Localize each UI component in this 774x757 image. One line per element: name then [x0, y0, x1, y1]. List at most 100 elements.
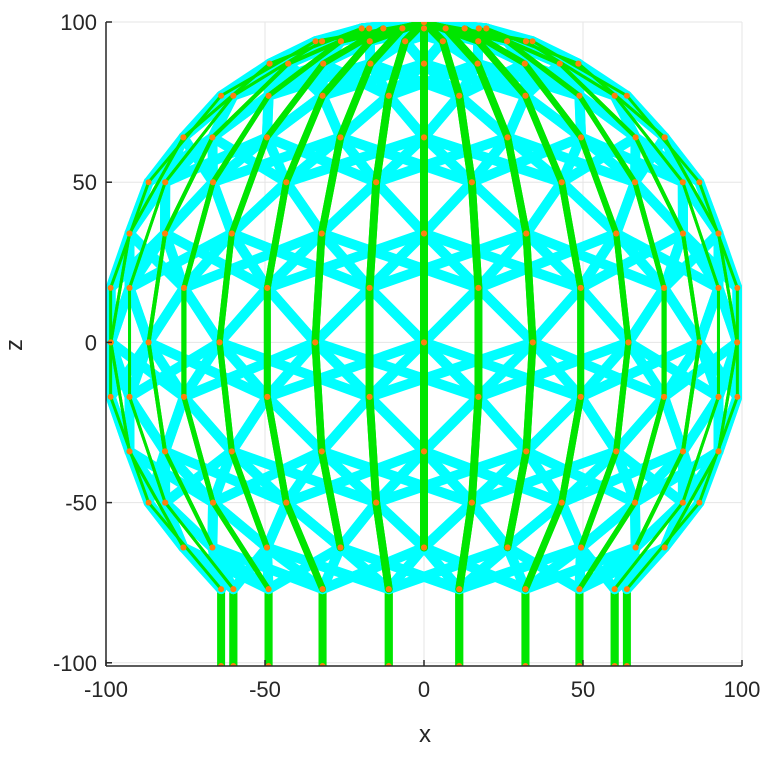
joint-marker — [456, 586, 463, 593]
brace-member — [281, 177, 327, 239]
joint-marker — [523, 230, 530, 237]
vertical-member — [366, 24, 407, 68]
joint-marker — [611, 586, 618, 593]
brace-member — [576, 497, 640, 553]
brace-member — [207, 132, 292, 188]
vertical-member — [163, 501, 235, 591]
vertical-member — [613, 94, 685, 184]
joint-marker — [312, 339, 319, 346]
joint-marker — [366, 284, 373, 291]
vertical-member — [109, 340, 131, 453]
joint-marker — [337, 38, 344, 45]
brace-member — [575, 228, 688, 293]
brace-member — [281, 497, 346, 553]
vertical-member — [680, 340, 702, 454]
vertical-member — [632, 179, 667, 291]
vertical-member — [558, 393, 585, 507]
joint-marker — [210, 499, 217, 506]
brace-member — [609, 90, 641, 143]
joint-marker — [613, 448, 620, 455]
joint-marker — [522, 38, 529, 45]
vertical-member — [216, 339, 235, 455]
brace-member — [575, 391, 622, 457]
brace-member — [466, 132, 587, 188]
joint-marker — [679, 230, 686, 237]
x-tick-label: 50 — [571, 677, 595, 702]
brace-member — [659, 282, 705, 348]
brace-member — [207, 497, 219, 553]
brace-member — [502, 90, 531, 143]
brace-member — [383, 542, 513, 595]
joint-marker — [631, 179, 638, 186]
brace-member — [419, 282, 484, 348]
ticks: -100 -50 0 50 100 -100 -50 0 50 100 — [53, 10, 760, 702]
brace-member — [160, 177, 219, 239]
joint-marker — [283, 179, 290, 186]
brace-member — [556, 497, 587, 553]
vertical-member — [128, 395, 167, 505]
brace-member — [623, 337, 724, 402]
joint-marker — [366, 25, 373, 32]
joint-marker — [576, 586, 583, 593]
brace-member — [143, 132, 218, 188]
joint-marker — [521, 60, 528, 67]
joint-marker — [475, 38, 482, 45]
joint-marker — [402, 38, 409, 45]
joint-marker — [358, 25, 365, 32]
joint-marker — [285, 60, 292, 67]
brace-member — [419, 58, 531, 101]
joint-marker — [283, 499, 290, 506]
vertical-member — [476, 26, 562, 66]
brace-member — [520, 542, 641, 595]
vertical-member — [613, 339, 632, 455]
brace-member — [521, 177, 567, 239]
joint-marker — [218, 586, 225, 593]
joint-marker — [210, 179, 217, 186]
joint-marker — [661, 284, 668, 291]
vertical-member — [146, 231, 168, 345]
vertical-member — [320, 25, 387, 67]
brace-member — [160, 228, 273, 293]
joint-marker — [442, 25, 449, 32]
joint-marker — [421, 544, 427, 551]
brace-member — [611, 228, 724, 293]
vertical-member — [577, 448, 620, 551]
brace-member — [659, 228, 724, 293]
vertical-member — [317, 447, 345, 552]
brace-member — [124, 337, 225, 402]
joint-marker — [523, 448, 530, 455]
brace-member — [124, 228, 189, 293]
brace-member — [521, 446, 640, 508]
vertical-member — [263, 178, 290, 292]
joint-marker — [715, 448, 722, 455]
brace-member — [473, 337, 538, 402]
vertical-member — [663, 135, 721, 235]
brace-member — [124, 446, 219, 508]
brace-member — [556, 177, 622, 239]
y-tick-label: 100 — [60, 10, 97, 35]
brace-member — [371, 446, 429, 508]
brace-member — [335, 497, 382, 553]
vertical-member — [228, 448, 271, 551]
joint-marker — [421, 22, 427, 25]
joint-marker — [578, 544, 585, 551]
joint-marker — [180, 284, 187, 291]
brace-member — [178, 282, 225, 348]
brace-member — [261, 132, 382, 188]
joint-marker — [126, 393, 133, 400]
vertical-member — [467, 178, 483, 292]
joint-marker — [266, 60, 273, 67]
vertical-member — [128, 180, 167, 290]
brace-member — [317, 542, 429, 595]
brace-member — [262, 337, 429, 402]
brace-member — [160, 446, 237, 508]
series-vertical-members — [109, 22, 739, 594]
vertical-member — [503, 447, 531, 552]
vertical-member — [576, 500, 638, 592]
joint-marker — [632, 544, 639, 551]
joint-marker — [625, 339, 632, 346]
brace-member — [106, 282, 135, 348]
brace-member — [124, 282, 154, 348]
brace-member — [466, 177, 532, 239]
vertical-member — [522, 229, 537, 347]
